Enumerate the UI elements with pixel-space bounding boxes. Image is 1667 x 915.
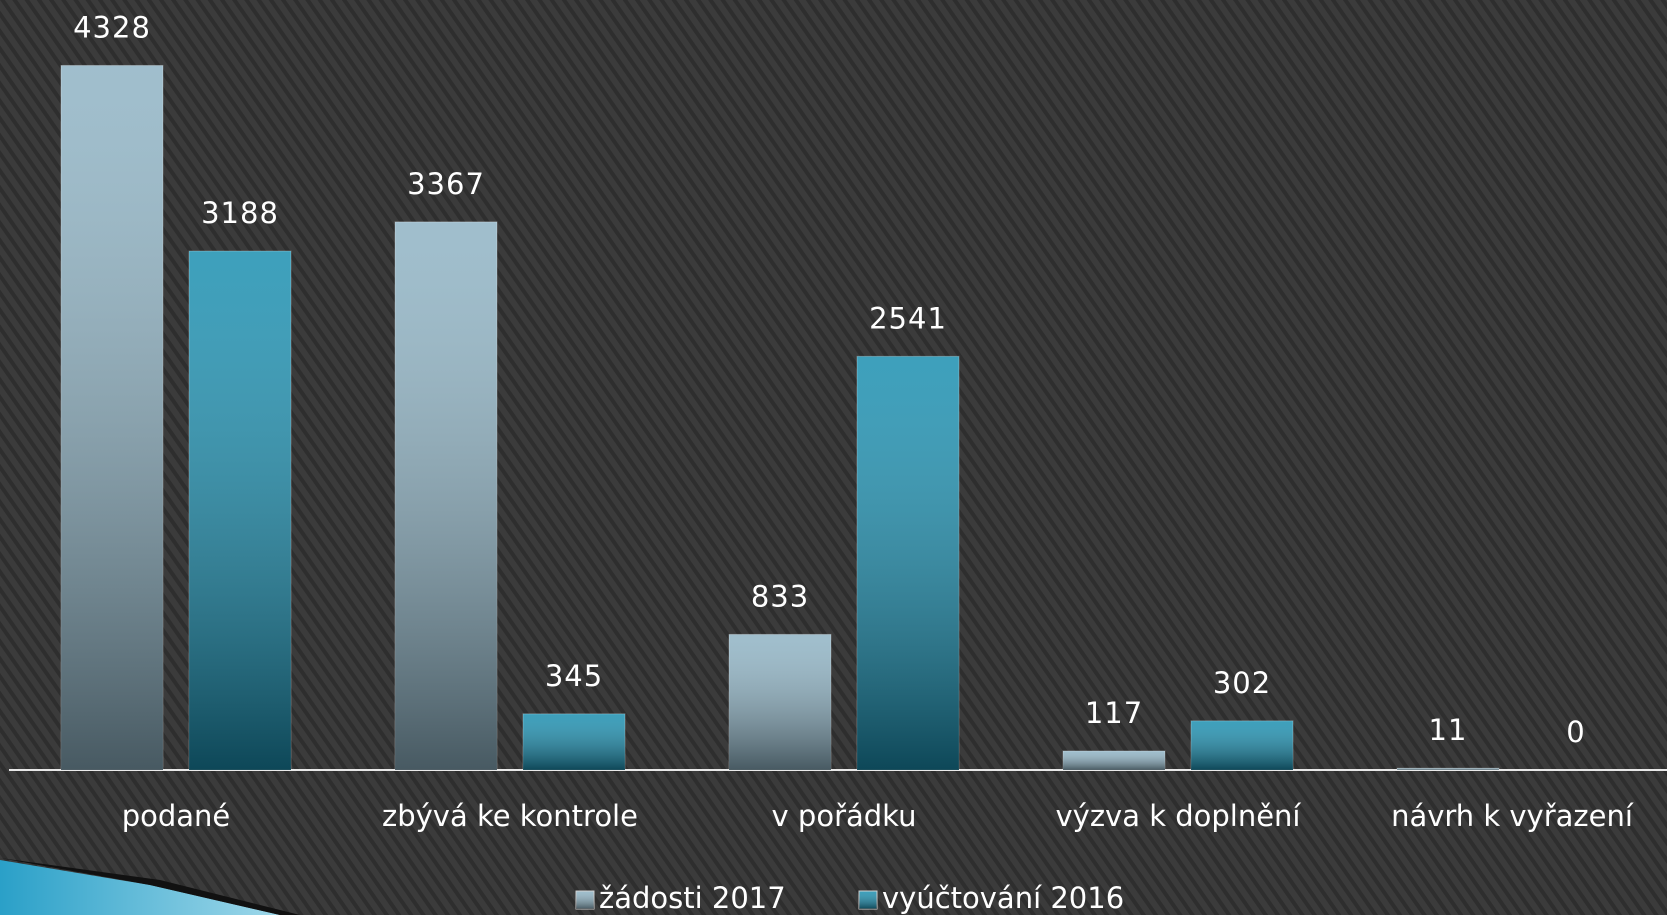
legend-label: vyúčtování 2016 (882, 881, 1124, 915)
bar-shade (61, 65, 163, 770)
bar-shade (523, 713, 625, 770)
bar-shade (1063, 750, 1165, 770)
x-tick-label: podané (122, 799, 231, 833)
value-label: 4328 (73, 10, 151, 44)
legend-swatch-shade (576, 891, 594, 909)
bar-shade (1397, 768, 1499, 770)
value-label: 0 (1566, 715, 1585, 749)
bar-shade (857, 356, 959, 770)
x-tick-label: v pořádku (772, 799, 917, 833)
value-label: 117 (1085, 696, 1143, 730)
x-tick-label: výzva k doplnění (1056, 799, 1302, 833)
value-label: 3188 (201, 196, 279, 230)
value-label: 833 (751, 579, 809, 613)
value-label: 345 (545, 659, 603, 693)
decoration-shadow (0, 858, 300, 915)
bar-shade (395, 221, 497, 770)
bar-shade (1191, 720, 1293, 770)
x-tick-label: návrh k vyřazení (1391, 799, 1634, 833)
bar-shade (729, 634, 831, 770)
value-label: 2541 (869, 301, 947, 335)
value-label: 3367 (407, 167, 485, 201)
legend-swatch-shade (859, 891, 877, 909)
bar-shade (189, 251, 291, 770)
value-label: 11 (1429, 713, 1468, 747)
decoration (0, 860, 280, 915)
x-tick-label: zbývá ke kontrole (382, 799, 638, 833)
value-label: 302 (1213, 666, 1271, 700)
legend-label: žádosti 2017 (599, 881, 786, 915)
